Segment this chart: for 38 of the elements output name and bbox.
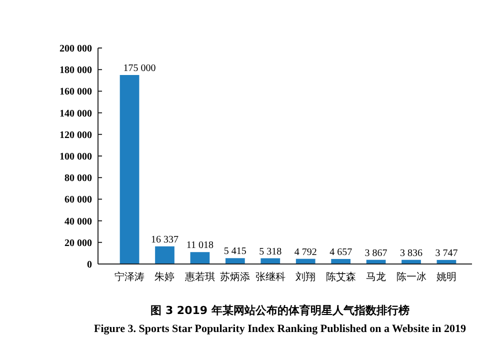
bar <box>190 252 210 264</box>
y-tick-label: 60 000 <box>64 194 92 206</box>
y-tick-label: 80 000 <box>64 173 92 184</box>
data-label: 5 415 <box>224 246 246 258</box>
text: 图 3 2019 年某网站公布的体育明星人气指数排行榜 <box>150 304 410 317</box>
y-tick-label: 40 000 <box>64 216 92 228</box>
data-label: 4 792 <box>294 246 317 258</box>
bar <box>120 75 140 264</box>
data-label: 11 018 <box>186 240 214 252</box>
x-tick-label: 惠若琪 <box>184 271 215 283</box>
x-tick-label: 陈一冰 <box>396 271 426 283</box>
text: Figure 3. Sports Star Popularity Index Ranking Published on a Website in 2019 <box>94 323 466 335</box>
data-label: 5 318 <box>259 246 282 258</box>
data-label: 4 657 <box>330 246 352 258</box>
bar <box>225 258 245 264</box>
x-tick-label: 张继科 <box>255 271 286 283</box>
y-tick-label: 140 000 <box>60 108 92 120</box>
y-tick-label: 100 000 <box>60 152 92 162</box>
x-tick-label: 马龙 <box>366 271 386 283</box>
data-label: 16 337 <box>150 234 178 246</box>
y-tick-label: 200 000 <box>60 44 92 54</box>
x-tick-label: 刘翔 <box>296 271 316 283</box>
x-tick-label: 朱婷 <box>154 271 175 283</box>
x-tick-label: 陈艾森 <box>326 271 356 283</box>
bar <box>155 246 174 264</box>
data-label: 3 836 <box>400 248 423 259</box>
x-tick-label: 苏炳添 <box>220 271 250 283</box>
y-tick-label: 120 000 <box>60 130 92 141</box>
bar <box>331 258 351 264</box>
data-label: 175 000 <box>123 63 156 74</box>
data-label: 3 867 <box>364 248 388 259</box>
y-tick-label: 20 000 <box>64 238 92 249</box>
x-tick-label: 姚明 <box>436 272 456 283</box>
data-label: 3 747 <box>435 248 458 259</box>
y-tick-label: 180 000 <box>60 65 92 76</box>
x-tick-label: 宁泽涛 <box>114 271 145 283</box>
y-tick-label: 0 <box>87 260 92 270</box>
y-tick-label: 160 000 <box>60 86 92 98</box>
